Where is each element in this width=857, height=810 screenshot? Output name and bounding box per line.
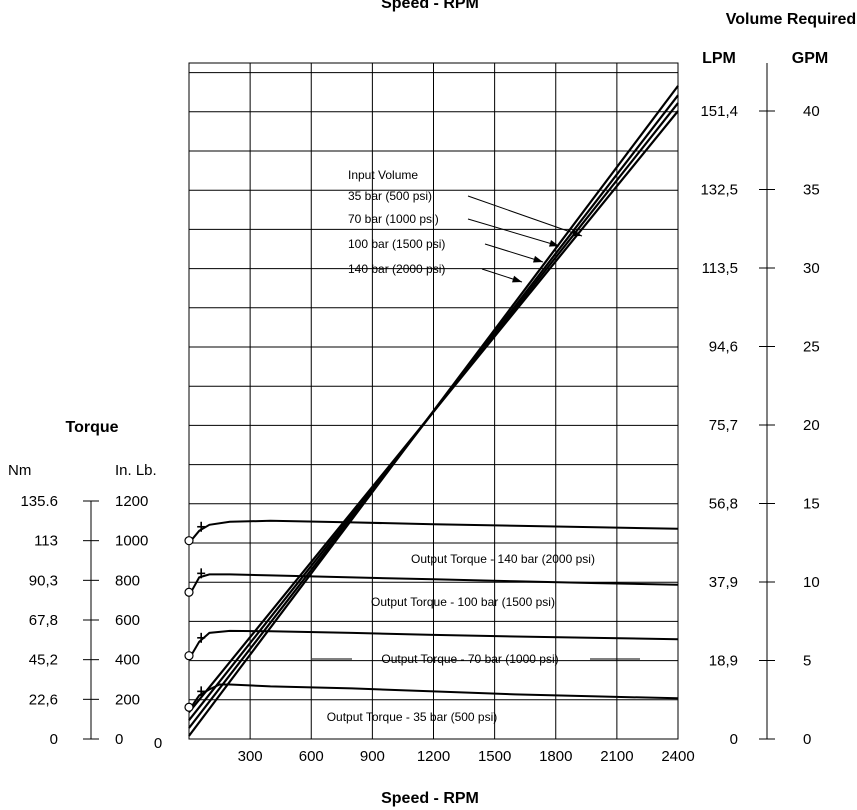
series <box>184 85 679 737</box>
right-axis-title: Volume Required <box>726 11 856 28</box>
inlb-tick-label: 400 <box>115 652 140 669</box>
lpm-unit-label: LPM <box>702 50 736 67</box>
lpm-tick-label: 75,7 <box>709 417 738 434</box>
arrow-head <box>512 275 522 283</box>
volume-line <box>188 110 679 713</box>
top-title: Speed - RPM <box>381 0 479 12</box>
x-tick-label: 900 <box>360 748 385 765</box>
x-axis-title: Speed - RPM <box>381 790 479 807</box>
x-tick-label: 1200 <box>417 748 450 765</box>
x-tick-label: 1500 <box>478 748 511 765</box>
x-tick-label: 0 <box>154 735 162 752</box>
volume-series-label: 70 bar (1000 psi) <box>348 212 439 226</box>
leader-line <box>467 195 583 237</box>
x-tick-label: 2100 <box>600 748 633 765</box>
leader-line <box>484 243 544 263</box>
inlb-tick-label: 1200 <box>115 493 148 510</box>
torque-curve <box>190 519 679 542</box>
lpm-tick-label: 56,8 <box>709 496 738 513</box>
gpm-tick-label: 15 <box>803 496 820 513</box>
x-tick-label: 300 <box>238 748 263 765</box>
nm-tick-label: 67,8 <box>29 612 58 629</box>
gpm-tick-label: 0 <box>803 731 811 748</box>
inlb-tick-label: 0 <box>115 731 123 748</box>
nm-tick-label: 0 <box>50 731 58 748</box>
lpm-tick-label: 151,4 <box>700 103 738 120</box>
gpm-tick-label: 20 <box>803 417 820 434</box>
gpm-tick-label: 40 <box>803 103 820 120</box>
torque-start-marker <box>184 587 194 597</box>
series-labels: 35 bar (500 psi) 70 bar (1000 psi) 100 bar… <box>312 189 640 724</box>
nm-tick-label: 113 <box>34 533 58 550</box>
lpm-tick-label: 94,6 <box>709 339 738 356</box>
torque-series-label: Output Torque - 35 bar (500 psi) <box>327 710 498 724</box>
gpm-tick-label: 25 <box>803 339 820 356</box>
x-tick-label: 1800 <box>539 748 572 765</box>
torque-start-marker <box>184 702 194 712</box>
torque-start-marker <box>184 651 194 661</box>
nm-tick-label: 22,6 <box>29 691 58 708</box>
arrow-head <box>533 255 543 263</box>
inlb-unit-label: In. Lb. <box>115 462 157 479</box>
arrow-head <box>549 240 559 247</box>
x-tick-label: 2400 <box>661 748 694 765</box>
volume-series-label: 35 bar (500 psi) <box>348 189 432 203</box>
leader-line <box>467 218 560 247</box>
nm-unit-label: Nm <box>8 462 31 479</box>
torque-series-label: Output Torque - 140 bar (2000 psi) <box>411 552 595 566</box>
gpm-tick-label: 35 <box>803 182 820 199</box>
gpm-tick-label: 30 <box>803 260 820 277</box>
lpm-tick-label: 0 <box>730 731 738 748</box>
torque-series-label: Output Torque - 100 bar (1500 psi) <box>371 595 555 609</box>
gpm-unit-label: GPM <box>792 50 828 67</box>
torque-start-marker <box>184 536 194 546</box>
nm-tick-label: 135.6 <box>20 493 58 510</box>
torque-curve <box>190 683 679 708</box>
x-tick-label: 600 <box>299 748 324 765</box>
gpm-tick-label: 10 <box>803 574 820 591</box>
inlb-tick-label: 800 <box>115 572 140 589</box>
nm-tick-label: 90,3 <box>29 572 58 589</box>
volume-series-label: 100 bar (1500 psi) <box>348 237 445 251</box>
nm-tick-label: 45,2 <box>29 652 58 669</box>
input-volume-title: Input Volume <box>348 168 418 182</box>
volume-series-label: 140 bar (2000 psi) <box>348 262 445 276</box>
left-axis-title: Torque <box>65 419 118 436</box>
grid <box>188 62 679 740</box>
lpm-tick-label: 18,9 <box>709 653 738 670</box>
torque-curve <box>190 573 679 593</box>
lpm-tick-label: 132,5 <box>700 182 738 199</box>
lpm-tick-label: 37,9 <box>709 574 738 591</box>
torque-series-label: Output Torque - 70 bar (1000 psi) <box>381 652 558 666</box>
inlb-tick-label: 1000 <box>115 533 148 550</box>
inlb-tick-label: 200 <box>115 691 140 708</box>
inlb-tick-label: 600 <box>115 612 140 629</box>
lpm-tick-label: 113,5 <box>702 260 738 277</box>
gpm-tick-label: 5 <box>803 653 811 670</box>
arrow-head <box>572 229 582 237</box>
